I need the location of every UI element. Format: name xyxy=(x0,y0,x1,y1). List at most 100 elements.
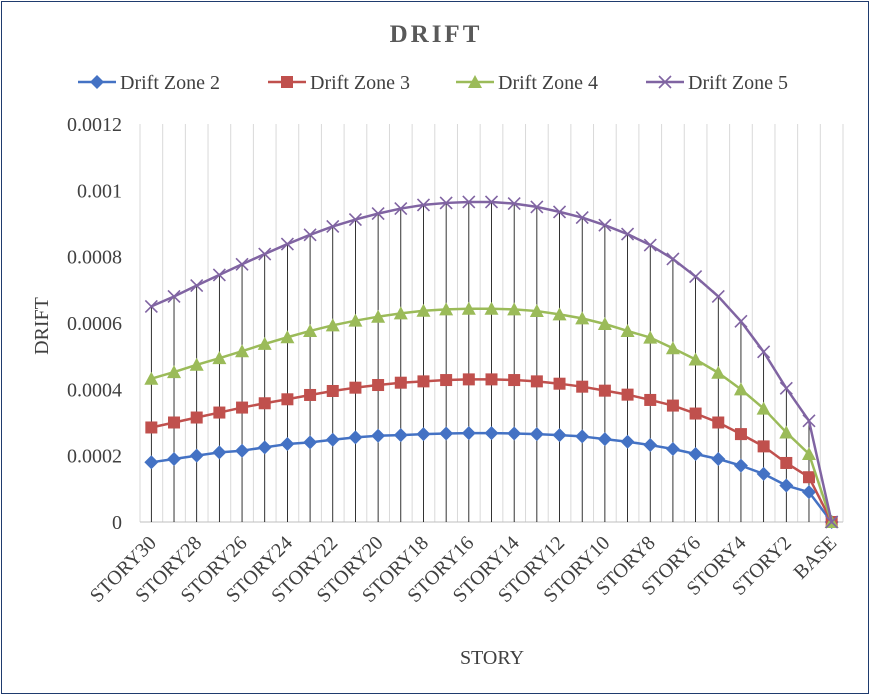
data-point xyxy=(303,228,317,242)
data-point xyxy=(507,197,521,211)
data-point xyxy=(371,309,386,323)
data-point xyxy=(643,438,658,453)
series-layer xyxy=(144,195,839,529)
x-axis-label: STORY xyxy=(460,647,524,669)
y-tick-label: 0.0002 xyxy=(67,446,122,468)
data-point xyxy=(235,257,249,271)
y-tick-label: 0.0008 xyxy=(67,247,122,269)
data-point xyxy=(643,238,657,252)
data-point xyxy=(658,75,672,89)
data-point xyxy=(801,485,816,500)
data-point xyxy=(371,428,386,443)
data-point xyxy=(801,447,816,461)
data-point xyxy=(688,352,703,366)
data-point xyxy=(507,302,522,316)
data-point xyxy=(348,430,363,445)
data-point xyxy=(665,341,680,355)
data-point xyxy=(393,306,408,320)
data-point xyxy=(461,301,476,315)
data-point xyxy=(689,270,703,284)
data-point xyxy=(733,458,748,473)
data-point xyxy=(756,401,771,415)
data-point xyxy=(620,323,635,337)
data-point xyxy=(575,311,590,325)
series-drift-zone-5 xyxy=(144,195,839,529)
data-point xyxy=(372,379,385,392)
data-point xyxy=(212,445,227,460)
data-point xyxy=(530,200,544,214)
data-point xyxy=(711,289,725,304)
data-point xyxy=(733,382,748,396)
legend-label: Drift Zone 3 xyxy=(310,72,410,94)
data-point xyxy=(440,374,453,387)
drop-lines xyxy=(150,201,810,522)
data-point xyxy=(597,432,612,447)
y-tick-label: 0.0006 xyxy=(67,313,122,335)
data-point xyxy=(144,455,159,470)
data-point xyxy=(145,421,158,434)
legend-label: Drift Zone 2 xyxy=(120,72,220,94)
data-point xyxy=(304,388,317,401)
data-point xyxy=(484,195,499,209)
data-point xyxy=(711,365,726,379)
data-point xyxy=(235,443,250,458)
data-point xyxy=(461,426,476,441)
data-point xyxy=(756,466,771,481)
x-axis: STORY30STORY28STORY26STORY24STORY22STORY… xyxy=(86,521,843,607)
data-point xyxy=(348,212,363,227)
data-point xyxy=(552,205,567,219)
data-point xyxy=(394,202,408,216)
data-point xyxy=(280,437,295,452)
data-point xyxy=(597,316,612,330)
legend-item: Drift Zone 4 xyxy=(456,72,598,94)
data-point xyxy=(780,456,793,469)
data-point xyxy=(303,435,318,450)
data-point xyxy=(779,381,793,395)
data-point xyxy=(468,75,482,88)
data-point xyxy=(529,304,544,318)
data-point xyxy=(236,401,249,414)
series-drift-zone-2 xyxy=(144,426,839,529)
data-point xyxy=(576,380,589,393)
legend-item: Drift Zone 2 xyxy=(78,72,220,94)
legend: Drift Zone 2 Drift Zone 3 Drift Zone 4 Drif… xyxy=(78,72,788,94)
data-point xyxy=(665,442,680,457)
data-point xyxy=(598,218,612,232)
data-point xyxy=(281,76,293,88)
data-point xyxy=(439,302,454,316)
series-drift-zone-4 xyxy=(144,301,839,528)
data-point xyxy=(348,313,363,327)
data-point xyxy=(394,376,407,389)
legend-item: Drift Zone 5 xyxy=(646,72,788,94)
data-point xyxy=(644,393,657,406)
data-point xyxy=(484,301,499,315)
data-point xyxy=(553,377,566,390)
data-point xyxy=(575,210,589,225)
data-point xyxy=(393,428,408,443)
data-point xyxy=(757,440,770,453)
data-point xyxy=(416,198,431,212)
data-point xyxy=(757,345,771,359)
data-point xyxy=(529,427,544,442)
y-tick-label: 0 xyxy=(112,512,122,534)
data-point xyxy=(484,426,499,441)
data-point xyxy=(349,381,362,394)
data-point xyxy=(168,416,181,429)
data-point xyxy=(326,219,340,234)
y-axis-label: DRIFT xyxy=(31,297,53,355)
data-point xyxy=(734,428,747,441)
x-tick-label: BASE xyxy=(789,532,841,584)
data-point xyxy=(258,397,271,410)
data-point xyxy=(212,351,227,365)
data-point xyxy=(280,237,294,251)
data-point xyxy=(530,375,543,388)
data-point xyxy=(620,434,635,449)
data-point xyxy=(711,451,726,466)
data-point xyxy=(802,414,816,428)
data-point xyxy=(167,289,181,304)
data-point xyxy=(552,307,567,321)
legend-label: Drift Zone 4 xyxy=(498,72,598,94)
data-point xyxy=(712,416,725,429)
data-point xyxy=(666,399,679,412)
data-point xyxy=(552,428,567,443)
